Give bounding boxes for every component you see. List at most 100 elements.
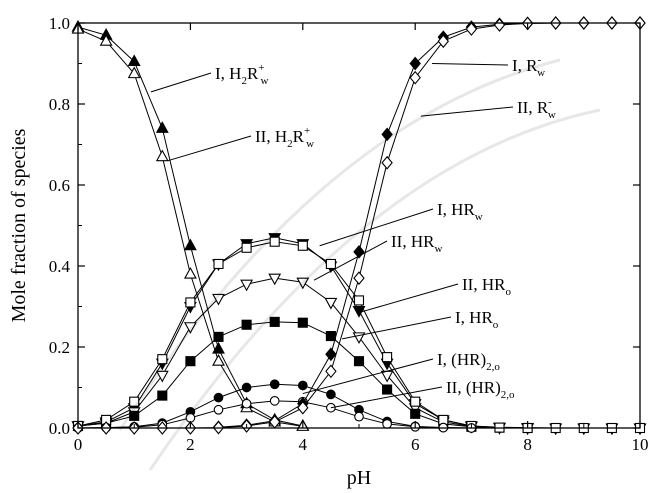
data-point (129, 396, 140, 407)
series-label-7: I, (HR)2,o (302, 350, 500, 395)
data-point (465, 22, 478, 36)
y-tick-label: 0.4 (49, 257, 71, 276)
label-part-sup: - (538, 54, 542, 66)
label-part-sub2: w (434, 243, 442, 255)
label-part-sup: + (304, 125, 310, 137)
data-point (155, 370, 169, 383)
data-point (382, 419, 392, 429)
data-point (354, 411, 364, 422)
x-tick-label: 4 (299, 435, 308, 454)
data-point (213, 392, 224, 403)
x-tick-label: 0 (74, 435, 83, 454)
label-part-sub2: w (548, 109, 556, 121)
label-part-sup: + (258, 62, 264, 74)
data-point (185, 356, 196, 367)
label-part-text: I, HR (437, 200, 475, 219)
label-part-text: II, (HR) (446, 378, 501, 397)
data-point (213, 258, 224, 270)
data-point (409, 70, 421, 85)
series-line (77, 28, 303, 427)
data-point (381, 127, 393, 142)
series-label-9: I, R-w (432, 54, 545, 79)
label-leader-line (319, 208, 434, 247)
data-point (382, 384, 393, 395)
axes: 0 2 4 6 8 10 0.0 0.2 0.4 0.6 0.8 1.0 (49, 14, 648, 454)
label-leader-line (358, 283, 459, 314)
label-part-text: I, H (215, 64, 241, 83)
data-point (493, 18, 506, 32)
label-text: II, R-w (517, 96, 556, 121)
series-label-5: II, HRo (358, 275, 511, 314)
data-point (269, 396, 280, 406)
data-point (155, 121, 169, 133)
data-point (269, 316, 280, 327)
data-point (382, 352, 393, 363)
series-line (218, 22, 640, 428)
label-part-sub2: o (493, 319, 499, 331)
data-point (183, 238, 197, 251)
data-point (269, 379, 280, 390)
x-tick-label: 10 (632, 435, 648, 454)
data-point (297, 380, 308, 391)
data-point (185, 297, 196, 308)
y-axis-title: Mole fraction of species (8, 128, 30, 322)
data-point (127, 54, 141, 67)
label-leader-line (342, 316, 452, 340)
data-point (297, 240, 308, 251)
label-part-text: II, R (517, 98, 549, 117)
data-point (297, 400, 309, 415)
label-text: II, HRw (391, 232, 442, 255)
data-point (297, 317, 308, 328)
label-part-sub1: 2 (287, 138, 293, 150)
data-point (185, 413, 196, 423)
label-text: II, HRo (462, 275, 511, 298)
data-point (268, 273, 282, 286)
label-leader-line (313, 240, 388, 281)
data-point (410, 396, 421, 407)
label-part-sup: - (548, 96, 552, 108)
label-part-text: II, H (255, 127, 287, 146)
label-part-sub2: w (261, 75, 269, 87)
label-part-sub2: w (537, 67, 545, 79)
label-leader-line (150, 72, 212, 93)
y-tick-label: 0.2 (49, 338, 70, 357)
data-point (212, 341, 225, 354)
label-part-text: I, R (512, 56, 538, 75)
series-5 (72, 316, 533, 434)
data-point (157, 390, 168, 401)
series-9 (212, 16, 646, 435)
series-label-10: II, R-w (420, 96, 556, 121)
series-label-3: I, HRw (319, 200, 483, 247)
label-part-sub1: 2 (241, 75, 247, 87)
label-leader-line (432, 63, 509, 66)
label-leader-line (330, 386, 443, 409)
data-point (325, 331, 336, 342)
label-text: I, H2R+ w (215, 62, 269, 87)
label-part-text: I, HR (455, 308, 493, 327)
y-tick-label: 0.0 (49, 419, 70, 438)
data-point (241, 319, 252, 330)
y-tick-label: 0.8 (49, 95, 70, 114)
label-leader-line (420, 106, 514, 117)
data-point (212, 293, 225, 306)
data-point (353, 244, 365, 259)
label-part-mid: R (293, 127, 305, 146)
label-text: II, (HR)2,o (446, 378, 515, 401)
data-point (212, 354, 225, 366)
data-point (409, 56, 421, 71)
data-point (353, 356, 365, 367)
label-part-mid: R (247, 64, 259, 83)
series-label-4: II, HRw (313, 232, 442, 281)
series-label-6: I, HRo (342, 308, 499, 340)
data-point (155, 149, 169, 162)
data-point (325, 364, 337, 379)
data-point (326, 389, 336, 400)
label-part-text: II, HR (391, 232, 435, 251)
data-point (437, 34, 450, 49)
label-text: I, HRw (437, 200, 483, 223)
data-point (213, 331, 224, 342)
data-point (269, 236, 280, 247)
label-text: I, (HR)2,o (437, 350, 500, 373)
data-point (381, 155, 393, 170)
